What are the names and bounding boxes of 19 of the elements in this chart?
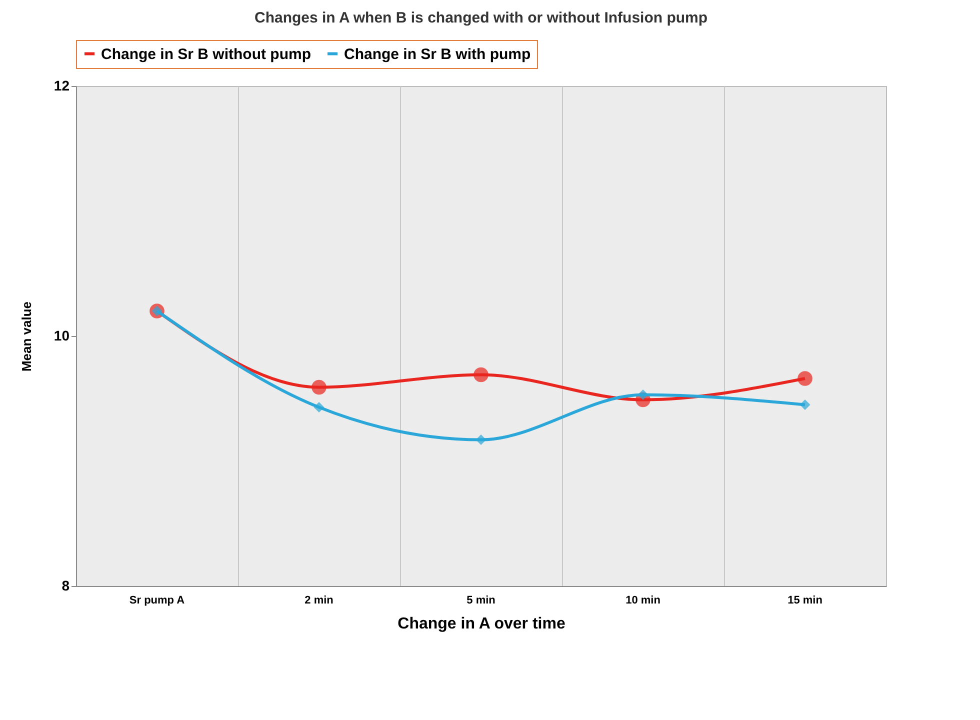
legend-label: Change in Sr B without pump: [101, 46, 311, 63]
x-tick-label: 10 min: [626, 594, 661, 606]
y-tick-label: 12: [54, 78, 70, 94]
x-tick-label: Sr pump A: [129, 594, 185, 606]
point: [800, 400, 810, 410]
point: [314, 402, 324, 412]
legend-label: Change in Sr B with pump: [344, 46, 531, 63]
point: [798, 371, 812, 386]
chart-title: Changes in A when B is changed with or without Infusion pump: [254, 10, 708, 26]
point: [312, 380, 326, 395]
point: [476, 434, 486, 445]
y-axis-title: Mean value: [18, 301, 34, 372]
x-tick-label: 15 min: [788, 594, 823, 606]
y-tick-label: 8: [62, 578, 70, 594]
point: [474, 367, 488, 382]
x-tick-label: 2 min: [304, 594, 334, 606]
x-axis-title: Change in A over time: [398, 616, 566, 632]
x-tick-label: 5 min: [466, 594, 496, 606]
y-tick-label: 10: [54, 328, 70, 344]
